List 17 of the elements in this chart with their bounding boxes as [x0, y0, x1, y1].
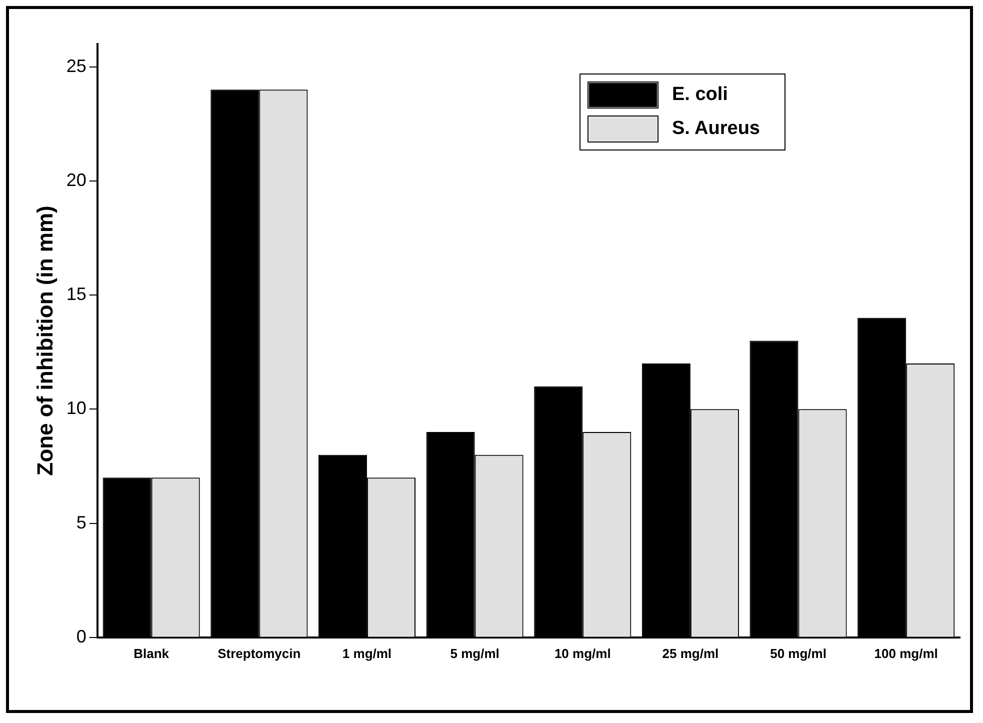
- x-tick-label: Blank: [134, 646, 170, 661]
- x-tick-label: Streptomycin: [218, 646, 301, 661]
- y-tick-label: 15: [66, 284, 86, 304]
- legend-label: E. coli: [672, 84, 728, 106]
- y-tick-label: 20: [66, 170, 86, 190]
- x-tick-label: 50 mg/ml: [770, 646, 826, 661]
- x-tick-label: 10 mg/ml: [554, 646, 611, 661]
- y-tick-label: 5: [76, 512, 86, 532]
- y-tick-label: 25: [66, 56, 86, 76]
- legend-label: S. Aureus: [672, 118, 760, 140]
- y-tick-label: 0: [76, 626, 86, 646]
- y-tick-label: 10: [66, 398, 86, 418]
- x-tick-label: 100 mg/ml: [874, 646, 938, 661]
- y-axis-title: Zone of inhibition (in mm): [32, 206, 58, 476]
- x-tick-label: 1 mg/ml: [342, 646, 392, 661]
- x-tick-label: 5 mg/ml: [450, 646, 500, 661]
- x-tick-label: 25 mg/ml: [662, 646, 719, 661]
